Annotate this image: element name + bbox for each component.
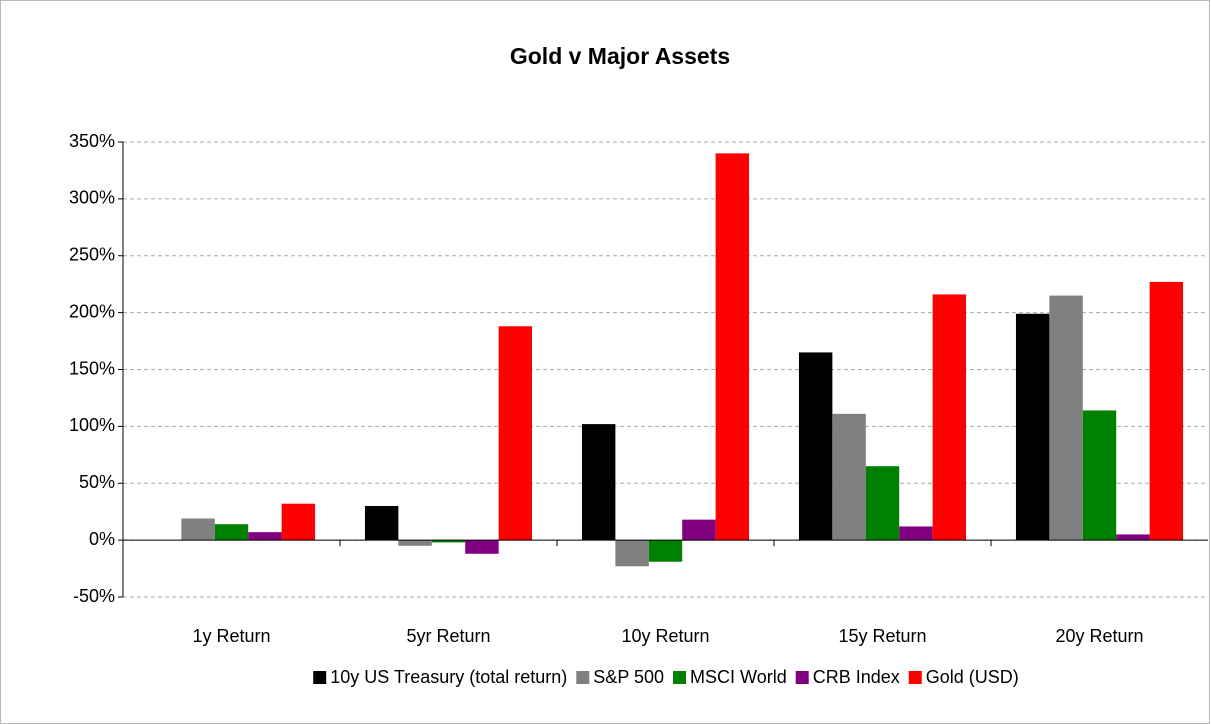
legend-swatch bbox=[795, 671, 809, 684]
legend-label: CRB Index bbox=[813, 667, 900, 687]
bar bbox=[1049, 295, 1083, 541]
legend-swatch bbox=[908, 671, 922, 684]
y-tick-label: -50% bbox=[73, 586, 115, 606]
bar bbox=[899, 526, 933, 541]
y-tick-label: 250% bbox=[69, 245, 115, 265]
legend-label: Gold (USD) bbox=[926, 667, 1019, 687]
bar bbox=[1082, 410, 1117, 541]
legend: 10y US Treasury (total return) S&P 500 MSC… bbox=[313, 667, 1019, 687]
x-tick-label: 10y Return bbox=[621, 626, 709, 646]
bar bbox=[281, 503, 316, 541]
bar bbox=[1149, 281, 1184, 541]
y-tick-label: 50% bbox=[79, 472, 115, 492]
y-tick-label: 150% bbox=[69, 358, 115, 378]
bar bbox=[581, 424, 616, 541]
bar bbox=[682, 519, 716, 541]
legend-swatch bbox=[673, 671, 687, 684]
y-tick-label: 100% bbox=[69, 415, 115, 435]
y-tick-label: 350% bbox=[69, 131, 115, 151]
bar bbox=[248, 532, 282, 541]
bar bbox=[1116, 534, 1150, 541]
bar bbox=[398, 540, 432, 546]
legend-label: MSCI World bbox=[690, 667, 787, 687]
y-tick-label: 200% bbox=[69, 301, 115, 321]
bar bbox=[865, 466, 900, 541]
bar bbox=[181, 518, 215, 541]
bar bbox=[715, 153, 750, 541]
legend-label: 10y US Treasury (total return) bbox=[330, 667, 567, 687]
y-tick-label: 0% bbox=[89, 529, 115, 549]
chart-title: Gold v Major Assets bbox=[510, 43, 730, 69]
legend-swatch bbox=[313, 671, 327, 684]
bar bbox=[498, 326, 533, 541]
bar bbox=[932, 294, 967, 541]
bar bbox=[832, 413, 866, 541]
legend-swatch bbox=[576, 671, 590, 684]
x-tick-label: 5yr Return bbox=[406, 626, 490, 646]
bar bbox=[214, 524, 249, 541]
bar bbox=[364, 506, 399, 541]
x-tick-label: 15y Return bbox=[838, 626, 926, 646]
y-tick-label: 300% bbox=[69, 188, 115, 208]
x-tick-label: 1y Return bbox=[192, 626, 270, 646]
bar bbox=[1015, 313, 1050, 541]
bar bbox=[465, 540, 499, 554]
bar bbox=[431, 540, 466, 543]
x-tick-label: 20y Return bbox=[1055, 626, 1143, 646]
bar bbox=[615, 540, 649, 567]
bar bbox=[648, 540, 683, 562]
bar bbox=[798, 352, 833, 541]
legend-label: S&P 500 bbox=[593, 667, 664, 687]
